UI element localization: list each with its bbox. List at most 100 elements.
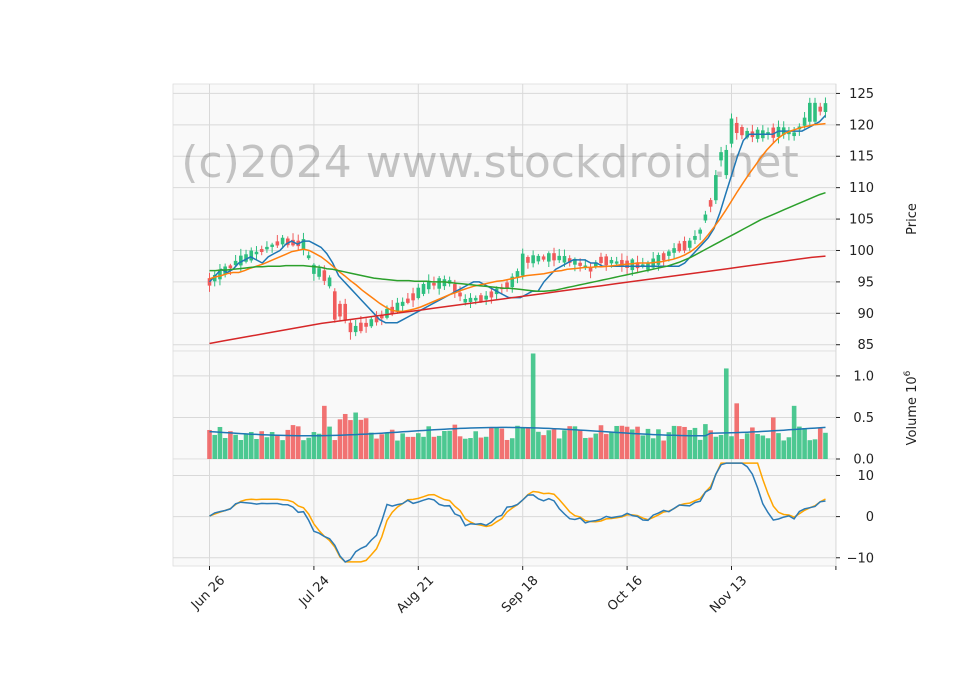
candle-body bbox=[682, 240, 687, 251]
volume-bar bbox=[483, 436, 489, 459]
volume-bar bbox=[212, 434, 218, 459]
candle-body bbox=[802, 117, 807, 126]
candle-body bbox=[385, 308, 389, 318]
volume-bar bbox=[462, 438, 468, 459]
candle-body bbox=[327, 277, 332, 287]
volume-bar bbox=[770, 417, 776, 459]
candle-body bbox=[265, 246, 269, 250]
candle-body bbox=[359, 322, 363, 332]
candle-body bbox=[437, 278, 441, 289]
volume-bar bbox=[734, 403, 740, 459]
candle-body bbox=[259, 248, 264, 252]
candle-body bbox=[818, 106, 823, 112]
volume-bar bbox=[353, 412, 358, 459]
volume-bar bbox=[264, 437, 270, 459]
volume-bar bbox=[489, 427, 494, 459]
candle-body bbox=[630, 259, 635, 271]
y-tick-label: 90 bbox=[857, 307, 874, 322]
watermark: (c)2024 www.stockdroid.net bbox=[181, 137, 798, 188]
volume-unit-exponent: 6 bbox=[903, 370, 913, 376]
volume-bar bbox=[718, 435, 724, 459]
candle-body bbox=[719, 152, 723, 161]
candle-body bbox=[212, 274, 217, 282]
volume-bar bbox=[389, 429, 395, 459]
volume-bar bbox=[395, 440, 400, 459]
volume-bar bbox=[478, 437, 484, 459]
candle-body bbox=[740, 127, 744, 136]
volume-ma-line bbox=[209, 426, 826, 437]
candle-body bbox=[254, 251, 259, 255]
candle-body bbox=[322, 270, 327, 281]
volume-bar bbox=[577, 430, 583, 459]
volume-bar bbox=[457, 436, 463, 459]
volume-bar bbox=[405, 436, 411, 459]
candle-body bbox=[218, 269, 222, 280]
candle-body bbox=[771, 127, 776, 138]
volume-bar bbox=[363, 418, 369, 459]
volume-axis-label: Volume 106 bbox=[903, 370, 920, 445]
y-tick-label: 95 bbox=[857, 275, 874, 290]
candle-body bbox=[687, 240, 692, 248]
candle-body bbox=[515, 271, 520, 279]
candle-body bbox=[724, 149, 729, 176]
candle-body bbox=[395, 302, 400, 312]
volume-bar bbox=[786, 437, 792, 459]
volume-bar bbox=[536, 431, 541, 459]
volume-bar bbox=[797, 426, 802, 459]
candle-body bbox=[416, 287, 421, 299]
candle-body bbox=[557, 255, 562, 261]
chart-marks bbox=[207, 97, 828, 563]
candle-body bbox=[332, 291, 337, 320]
candle-body bbox=[635, 262, 640, 269]
candle-body bbox=[479, 295, 483, 302]
volume-bar bbox=[468, 438, 473, 459]
volume-bar bbox=[666, 432, 672, 459]
candle-body bbox=[698, 229, 702, 234]
volume-bar bbox=[635, 426, 640, 459]
volume-bar bbox=[556, 438, 562, 459]
candle-body bbox=[614, 261, 619, 264]
y-tick-label: −10 bbox=[847, 551, 874, 566]
y-tick-label: 100 bbox=[849, 244, 874, 259]
candle-body bbox=[672, 248, 676, 253]
candle-body bbox=[677, 243, 682, 252]
candle-body bbox=[468, 297, 473, 303]
candle-body bbox=[656, 254, 661, 265]
candle-body bbox=[609, 259, 614, 264]
candle-body bbox=[400, 301, 405, 306]
candle-body bbox=[463, 298, 468, 303]
volume-bar bbox=[729, 436, 734, 459]
y-tick-label: 125 bbox=[849, 87, 874, 102]
volume-bar bbox=[739, 439, 745, 459]
volume-bar bbox=[421, 436, 426, 459]
volume-bar bbox=[509, 438, 515, 459]
y-tick-label: 115 bbox=[849, 150, 874, 165]
volume-bar bbox=[598, 425, 604, 459]
volume-bar bbox=[614, 425, 619, 459]
volume-bar bbox=[410, 436, 416, 459]
candle-body bbox=[714, 175, 718, 201]
volume-bar bbox=[802, 428, 807, 459]
candle-body bbox=[734, 122, 739, 134]
candle-body bbox=[578, 262, 582, 266]
volume-bar bbox=[228, 431, 233, 459]
candle-body bbox=[353, 325, 358, 333]
candle-body bbox=[667, 251, 671, 256]
volume-bar bbox=[817, 428, 823, 459]
volume-bar bbox=[332, 440, 338, 459]
volume-bar bbox=[254, 439, 259, 459]
candle-body bbox=[531, 255, 535, 264]
candle-body bbox=[729, 118, 734, 144]
volume-bar bbox=[473, 431, 479, 459]
volume-bar bbox=[222, 438, 228, 459]
volume-bar bbox=[301, 440, 306, 459]
candle-body bbox=[369, 319, 374, 327]
volume-bar bbox=[525, 427, 531, 459]
volume-bar bbox=[238, 440, 244, 459]
volume-bar bbox=[384, 432, 390, 459]
volume-bar bbox=[295, 426, 301, 459]
volume-bar bbox=[369, 432, 374, 459]
candle-body bbox=[348, 322, 353, 333]
candle-body bbox=[708, 200, 713, 207]
price-axis-label: Price bbox=[905, 203, 920, 235]
